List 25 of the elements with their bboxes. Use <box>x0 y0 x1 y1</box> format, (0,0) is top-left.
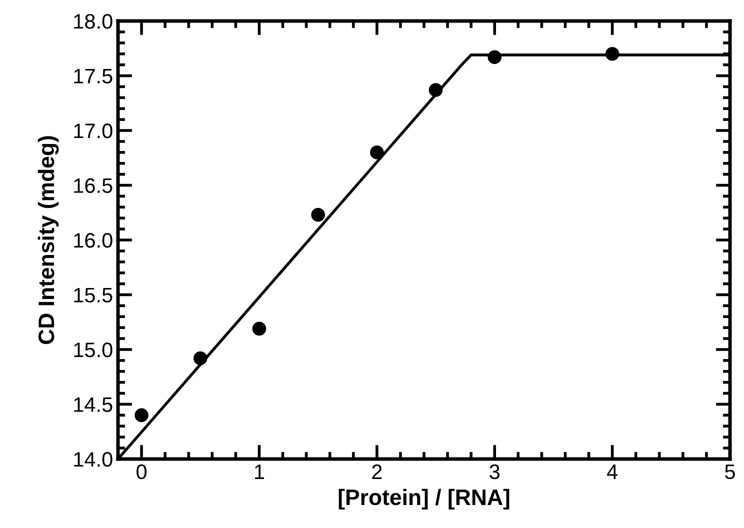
point <box>193 351 208 366</box>
point <box>488 50 502 64</box>
y-tick-label: 16.5 <box>74 178 112 194</box>
x-tick-label: 2 <box>372 464 382 479</box>
y-tick-label: 14.5 <box>74 397 112 412</box>
point <box>134 408 148 422</box>
y-tick-label: 16.0 <box>74 233 112 248</box>
y-tick-label: 17.0 <box>74 124 112 138</box>
y-axis-title: CD Intensity (mdeg) <box>38 136 59 344</box>
x-tick-label: 5 <box>725 464 735 480</box>
x-tick-label: 0 <box>136 464 147 480</box>
y-tick-label: 18.0 <box>74 14 112 29</box>
x-tick-label: 1 <box>255 464 264 479</box>
x-tick-label: 4 <box>606 464 618 479</box>
y-tick-label: 15.0 <box>74 342 112 358</box>
y-tick-label: 15.5 <box>74 288 112 303</box>
point <box>605 46 620 61</box>
point <box>428 83 443 97</box>
x-axis-title: [Protein] / [RNA] <box>338 488 510 510</box>
point <box>252 322 266 336</box>
point <box>370 145 384 160</box>
y-tick-label: 14.0 <box>74 452 112 467</box>
y-tick-label: 17.5 <box>74 68 112 84</box>
x-tick-label: 3 <box>490 464 500 480</box>
point <box>311 208 325 222</box>
